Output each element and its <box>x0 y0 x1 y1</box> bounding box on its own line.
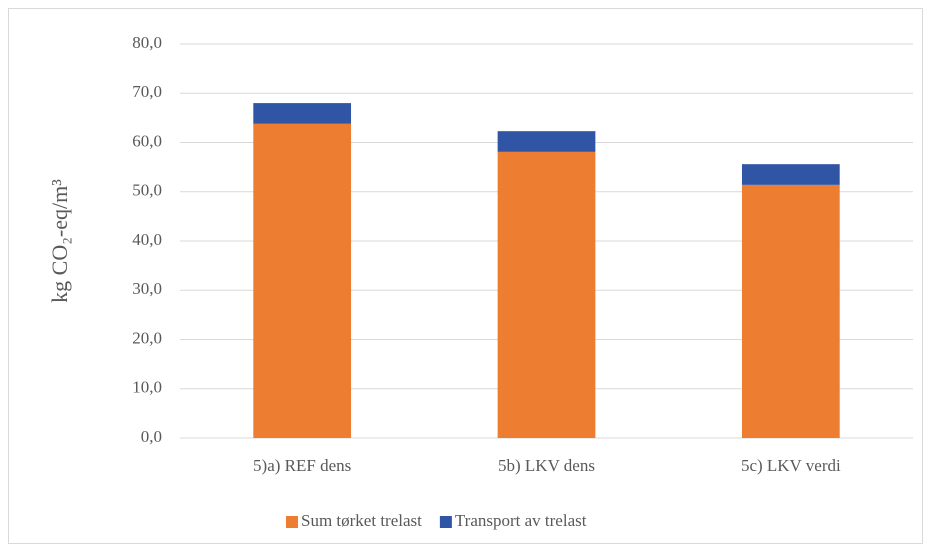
x-tick-label: 5c) LKV verdi <box>741 456 841 475</box>
y-tick-label: 60,0 <box>132 131 162 150</box>
bar-segment <box>253 123 352 438</box>
y-tick-label: 0,0 <box>141 427 162 446</box>
legend-label: Transport av trelast <box>455 511 587 530</box>
x-tick-label: 5b) LKV dens <box>498 456 595 475</box>
y-tick-label: 30,0 <box>132 279 162 298</box>
legend-swatch <box>286 516 298 528</box>
y-tick-label: 20,0 <box>132 328 162 347</box>
bar-segment <box>741 164 840 185</box>
legend-label: Sum tørket trelast <box>301 511 422 530</box>
y-axis-label: kg CO₂-eq/m³ <box>47 179 72 303</box>
bar-segment <box>741 184 840 438</box>
y-tick-label: 10,0 <box>132 378 162 397</box>
y-tick-label: 50,0 <box>132 181 162 200</box>
y-tick-label: 70,0 <box>132 82 162 101</box>
bar-segment <box>253 103 352 124</box>
y-tick-label: 40,0 <box>132 230 162 249</box>
bar-segment <box>497 151 596 439</box>
legend-swatch <box>439 516 452 528</box>
x-tick-label: 5)a) REF dens <box>253 456 351 475</box>
bar-segment <box>497 131 596 152</box>
y-tick-label: 80,0 <box>132 33 162 52</box>
